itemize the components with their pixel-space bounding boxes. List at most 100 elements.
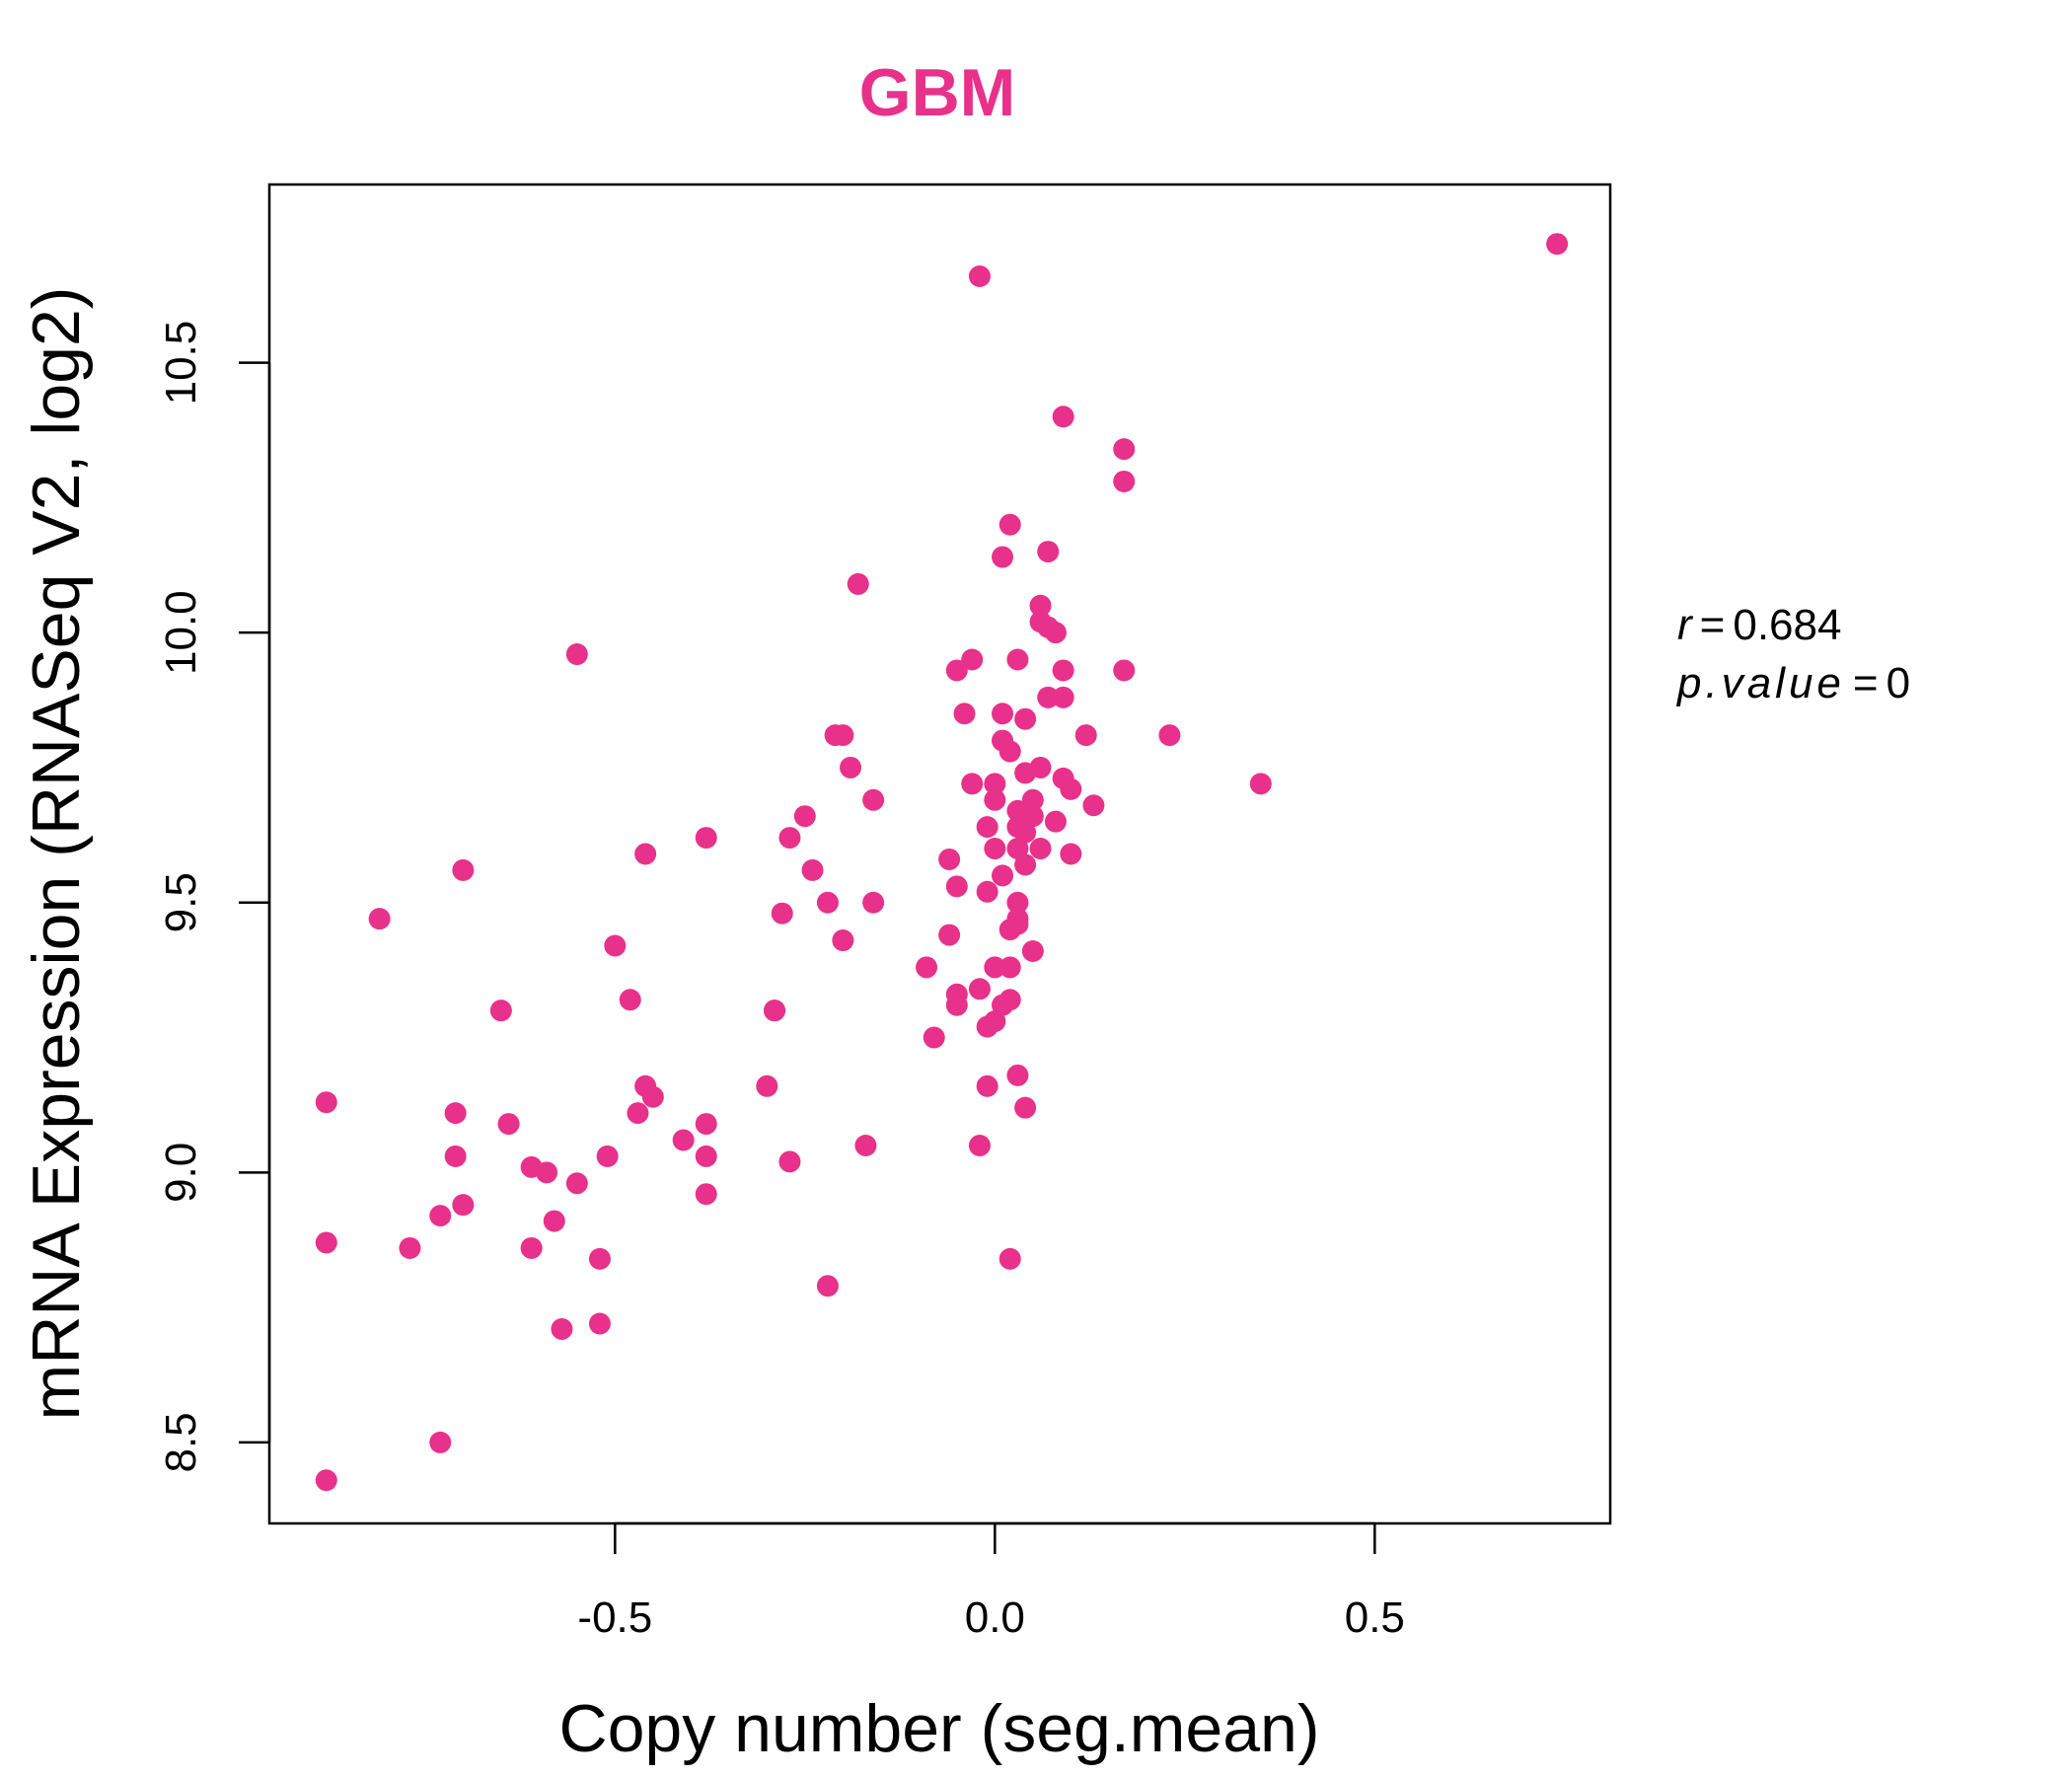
data-point [429, 1431, 452, 1453]
data-point [619, 989, 641, 1011]
data-point [961, 773, 984, 795]
data-point [968, 978, 991, 1000]
data-point [520, 1236, 543, 1259]
data-point [1044, 810, 1067, 833]
data-point [489, 999, 512, 1022]
data-point [497, 1113, 520, 1136]
data-point [551, 1318, 573, 1341]
data-point [976, 1074, 999, 1097]
data-point [832, 929, 854, 952]
data-point [1021, 939, 1044, 962]
data-point [1037, 686, 1060, 708]
data-point [1546, 233, 1569, 256]
data-point [1113, 438, 1136, 461]
correlation-stats: r = 0.684 p.value = 0 [1675, 601, 1910, 707]
r-value: 0.684 [1733, 601, 1841, 649]
data-point [854, 1134, 877, 1156]
data-point [1158, 724, 1181, 747]
data-point [1074, 724, 1097, 747]
data-point [1021, 788, 1044, 811]
data-point [945, 659, 968, 682]
data-point [695, 1183, 717, 1206]
data-point [992, 994, 1014, 1016]
data-point [771, 902, 793, 925]
data-point [1029, 594, 1052, 617]
data-point [1060, 843, 1082, 865]
data-point [778, 1150, 801, 1173]
data-point [1014, 762, 1037, 784]
data-point [429, 1205, 452, 1227]
x-axis: -0.5 0.0 0.5 [577, 1521, 1405, 1642]
data-point [968, 1134, 991, 1156]
data-point [1006, 891, 1029, 914]
data-point [1249, 773, 1272, 795]
data-point [862, 891, 885, 914]
x-tick-label: -0.5 [577, 1593, 652, 1642]
data-point [976, 880, 999, 903]
data-point [1052, 406, 1074, 428]
r-statistic: r = 0.684 [1677, 601, 1841, 649]
y-tick-label: 9.0 [157, 1143, 205, 1203]
y-tick-label: 8.5 [157, 1412, 205, 1472]
data-point [976, 816, 999, 839]
y-axis-label: mRNA Expression (RNASeq V2, log2) [19, 287, 94, 1421]
data-point [816, 891, 839, 914]
data-point [999, 740, 1021, 763]
data-point [1006, 648, 1029, 671]
data-point [1113, 659, 1136, 682]
data-point [695, 1145, 717, 1167]
r-label: r [1677, 601, 1694, 649]
data-point [953, 703, 976, 725]
data-point [992, 546, 1014, 568]
data-point [999, 919, 1021, 941]
data-point [968, 265, 991, 288]
y-tick-label: 9.5 [157, 872, 205, 932]
p-equals: = [1853, 659, 1879, 707]
data-point [984, 838, 1006, 860]
data-point [1113, 470, 1136, 492]
data-point [444, 1102, 467, 1125]
data-point [1082, 794, 1105, 817]
data-point [536, 1161, 558, 1184]
data-point [764, 999, 786, 1022]
data-point [1044, 622, 1067, 644]
data-points [315, 233, 1569, 1492]
data-point [992, 703, 1014, 725]
data-point [999, 956, 1021, 979]
data-point [604, 934, 627, 957]
y-tick-label: 10.0 [157, 590, 205, 675]
data-point [1006, 838, 1029, 860]
data-point [984, 788, 1006, 811]
data-point [588, 1312, 611, 1335]
data-point [801, 858, 824, 881]
data-point [399, 1236, 421, 1259]
data-point [999, 1247, 1021, 1270]
data-point [916, 956, 938, 979]
data-point [992, 864, 1014, 887]
data-point [1014, 707, 1037, 730]
data-point [695, 1113, 717, 1136]
data-point [543, 1210, 565, 1232]
data-point [1006, 1064, 1029, 1086]
data-point [1060, 777, 1082, 800]
data-point [1014, 821, 1037, 844]
x-tick-label: 0.0 [965, 1593, 1025, 1642]
p-statistic: p.value = 0 [1675, 659, 1910, 707]
data-point [1029, 838, 1052, 860]
data-point [847, 572, 869, 595]
data-point [923, 1026, 945, 1049]
data-point [976, 1015, 999, 1038]
data-point [1021, 805, 1044, 828]
x-tick-label: 0.5 [1345, 1593, 1405, 1642]
data-point [945, 875, 968, 898]
r-equals: = [1700, 601, 1726, 649]
data-point [588, 1247, 611, 1270]
data-point [984, 956, 1006, 979]
data-point [816, 1275, 839, 1297]
data-point [778, 827, 801, 850]
data-point [961, 648, 984, 671]
p-label: p.value [1675, 659, 1845, 707]
data-point [565, 643, 588, 666]
x-axis-label: Copy number (seg.mean) [558, 1691, 1319, 1766]
data-point [938, 848, 961, 870]
